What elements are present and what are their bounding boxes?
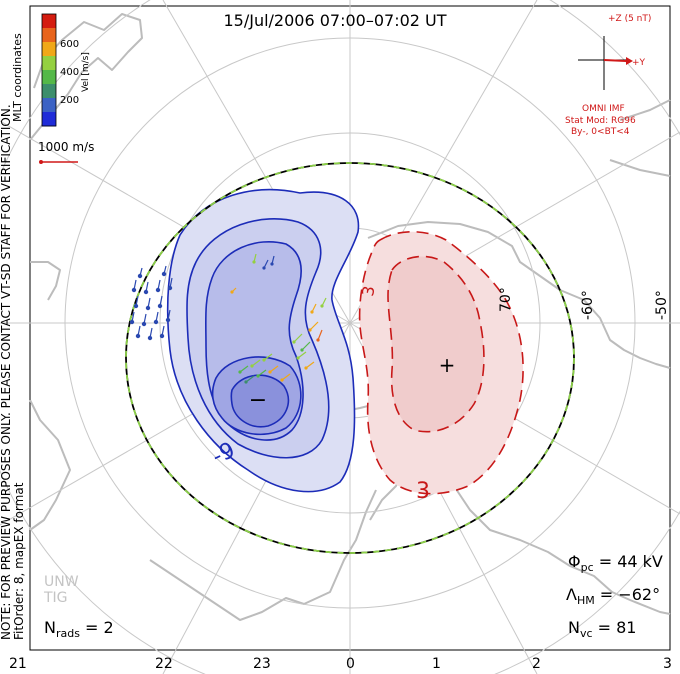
lat-label-70: 70° [498, 287, 514, 312]
mlt-label-0: 0 [346, 656, 355, 672]
colorbar-tick-400: 400 [60, 67, 79, 78]
mlt-label-1: 1 [432, 656, 441, 672]
colorbar-swatch [42, 56, 56, 71]
mlt-label-23: 23 [253, 656, 271, 672]
negative-contour-5 [230, 374, 290, 428]
positive-contour-label: 3 [416, 479, 430, 504]
colorbar-tick-600: 600 [60, 39, 79, 50]
imf-source-label: OMNI IMF [582, 104, 625, 114]
colorbar-frame [41, 13, 57, 127]
mlt-label-21: 21 [9, 656, 27, 672]
negative-cell [166, 188, 360, 493]
stat-model-label: Stat Mod: RG96 [565, 116, 636, 126]
colorbar-swatch [42, 84, 56, 99]
velocity-vectors [129, 253, 327, 384]
imf-vector [603, 59, 627, 62]
vectors-west-cluster [129, 265, 173, 341]
imf-vector-head [626, 57, 633, 65]
colorbar-swatch [42, 98, 56, 113]
lat-label-60: -60° [580, 290, 596, 320]
lat-label-50: -50° [654, 290, 670, 320]
reference-vector-dot [39, 160, 43, 164]
map-title: 15/Jul/2006 07:00–07:02 UT [223, 11, 446, 30]
positive-contour-2 [387, 255, 485, 433]
imf-z-label: +Z (5 nT) [608, 14, 651, 24]
vectors-center-cluster [230, 253, 327, 384]
velocity-colorbar [41, 13, 57, 127]
mlt-axis: 21 22 23 0 1 2 3 [9, 656, 672, 672]
colorbar-tick-200: 200 [60, 95, 79, 106]
coordinate-system-label: MLT coordinates [11, 33, 24, 122]
positive-cell [358, 230, 524, 495]
imf-condition-label: By-, 0<BT<4 [571, 127, 630, 137]
positive-contour-label-small: 3 [358, 284, 378, 297]
fit-order-note: FitOrder: 8, mapEX format [12, 482, 26, 640]
colorbar-swatch [42, 14, 56, 29]
logo-line-1: UNW [44, 574, 79, 590]
mlt-label-3: 3 [663, 656, 672, 672]
vector-count: Nvc = 81 [568, 618, 636, 640]
coastline-northwest [29, 13, 143, 141]
colorbar-swatch [42, 28, 56, 43]
potential-min-marker: − [249, 388, 267, 413]
imf-clock-dial [578, 36, 633, 90]
cross-polar-cap-potential: Φpc = 44 kV [568, 552, 663, 574]
colorbar-unit-label: Vel [m/s] [81, 52, 91, 92]
imf-y-label: +Y [632, 58, 646, 68]
potential-max-marker: + [439, 353, 456, 377]
colorbar-swatch [42, 42, 56, 57]
logo-line-2: TIG [43, 590, 68, 606]
coastline-east [367, 221, 671, 369]
reference-vector-label: 1000 m/s [38, 140, 94, 154]
mlt-label-2: 2 [532, 656, 541, 672]
coastline-southeast [429, 469, 671, 615]
coastline-lower-left [149, 489, 377, 621]
radar-count: Nrads = 2 [44, 618, 114, 640]
coastline-west [29, 261, 71, 531]
coastline-east-edge [609, 99, 671, 177]
colorbar-swatch [42, 112, 56, 127]
hm-boundary-latitude: ΛHM = −62° [566, 585, 660, 607]
heppner-maynard-boundary-dash [125, 162, 575, 554]
preview-note: NOTE: FOR PREVIEW PURPOSES ONLY. PLEASE … [0, 104, 13, 640]
mlt-label-22: 22 [155, 656, 173, 672]
colorbar-swatch [42, 70, 56, 85]
